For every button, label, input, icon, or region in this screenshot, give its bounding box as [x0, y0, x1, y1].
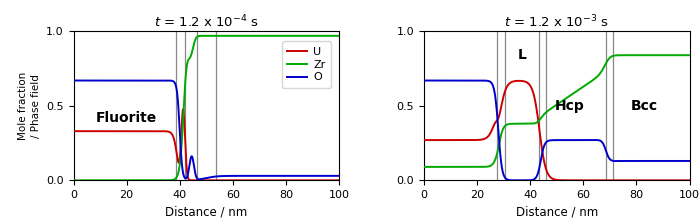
Text: Hcp: Hcp: [555, 99, 585, 113]
Title: $\it{t}$ = 1.2 x 10$^{-3}$ s: $\it{t}$ = 1.2 x 10$^{-3}$ s: [505, 14, 609, 30]
X-axis label: Distance / nm: Distance / nm: [165, 206, 247, 219]
Text: L: L: [518, 48, 526, 62]
Text: Bcc: Bcc: [631, 99, 658, 113]
Legend: U, Zr, O: U, Zr, O: [282, 41, 331, 88]
Text: Fluorite: Fluorite: [96, 111, 158, 125]
Title: $\it{t}$ = 1.2 x 10$^{-4}$ s: $\it{t}$ = 1.2 x 10$^{-4}$ s: [154, 14, 258, 30]
X-axis label: Distance / nm: Distance / nm: [516, 206, 598, 219]
Y-axis label: Mole fraction
/ Phase field: Mole fraction / Phase field: [18, 72, 41, 140]
